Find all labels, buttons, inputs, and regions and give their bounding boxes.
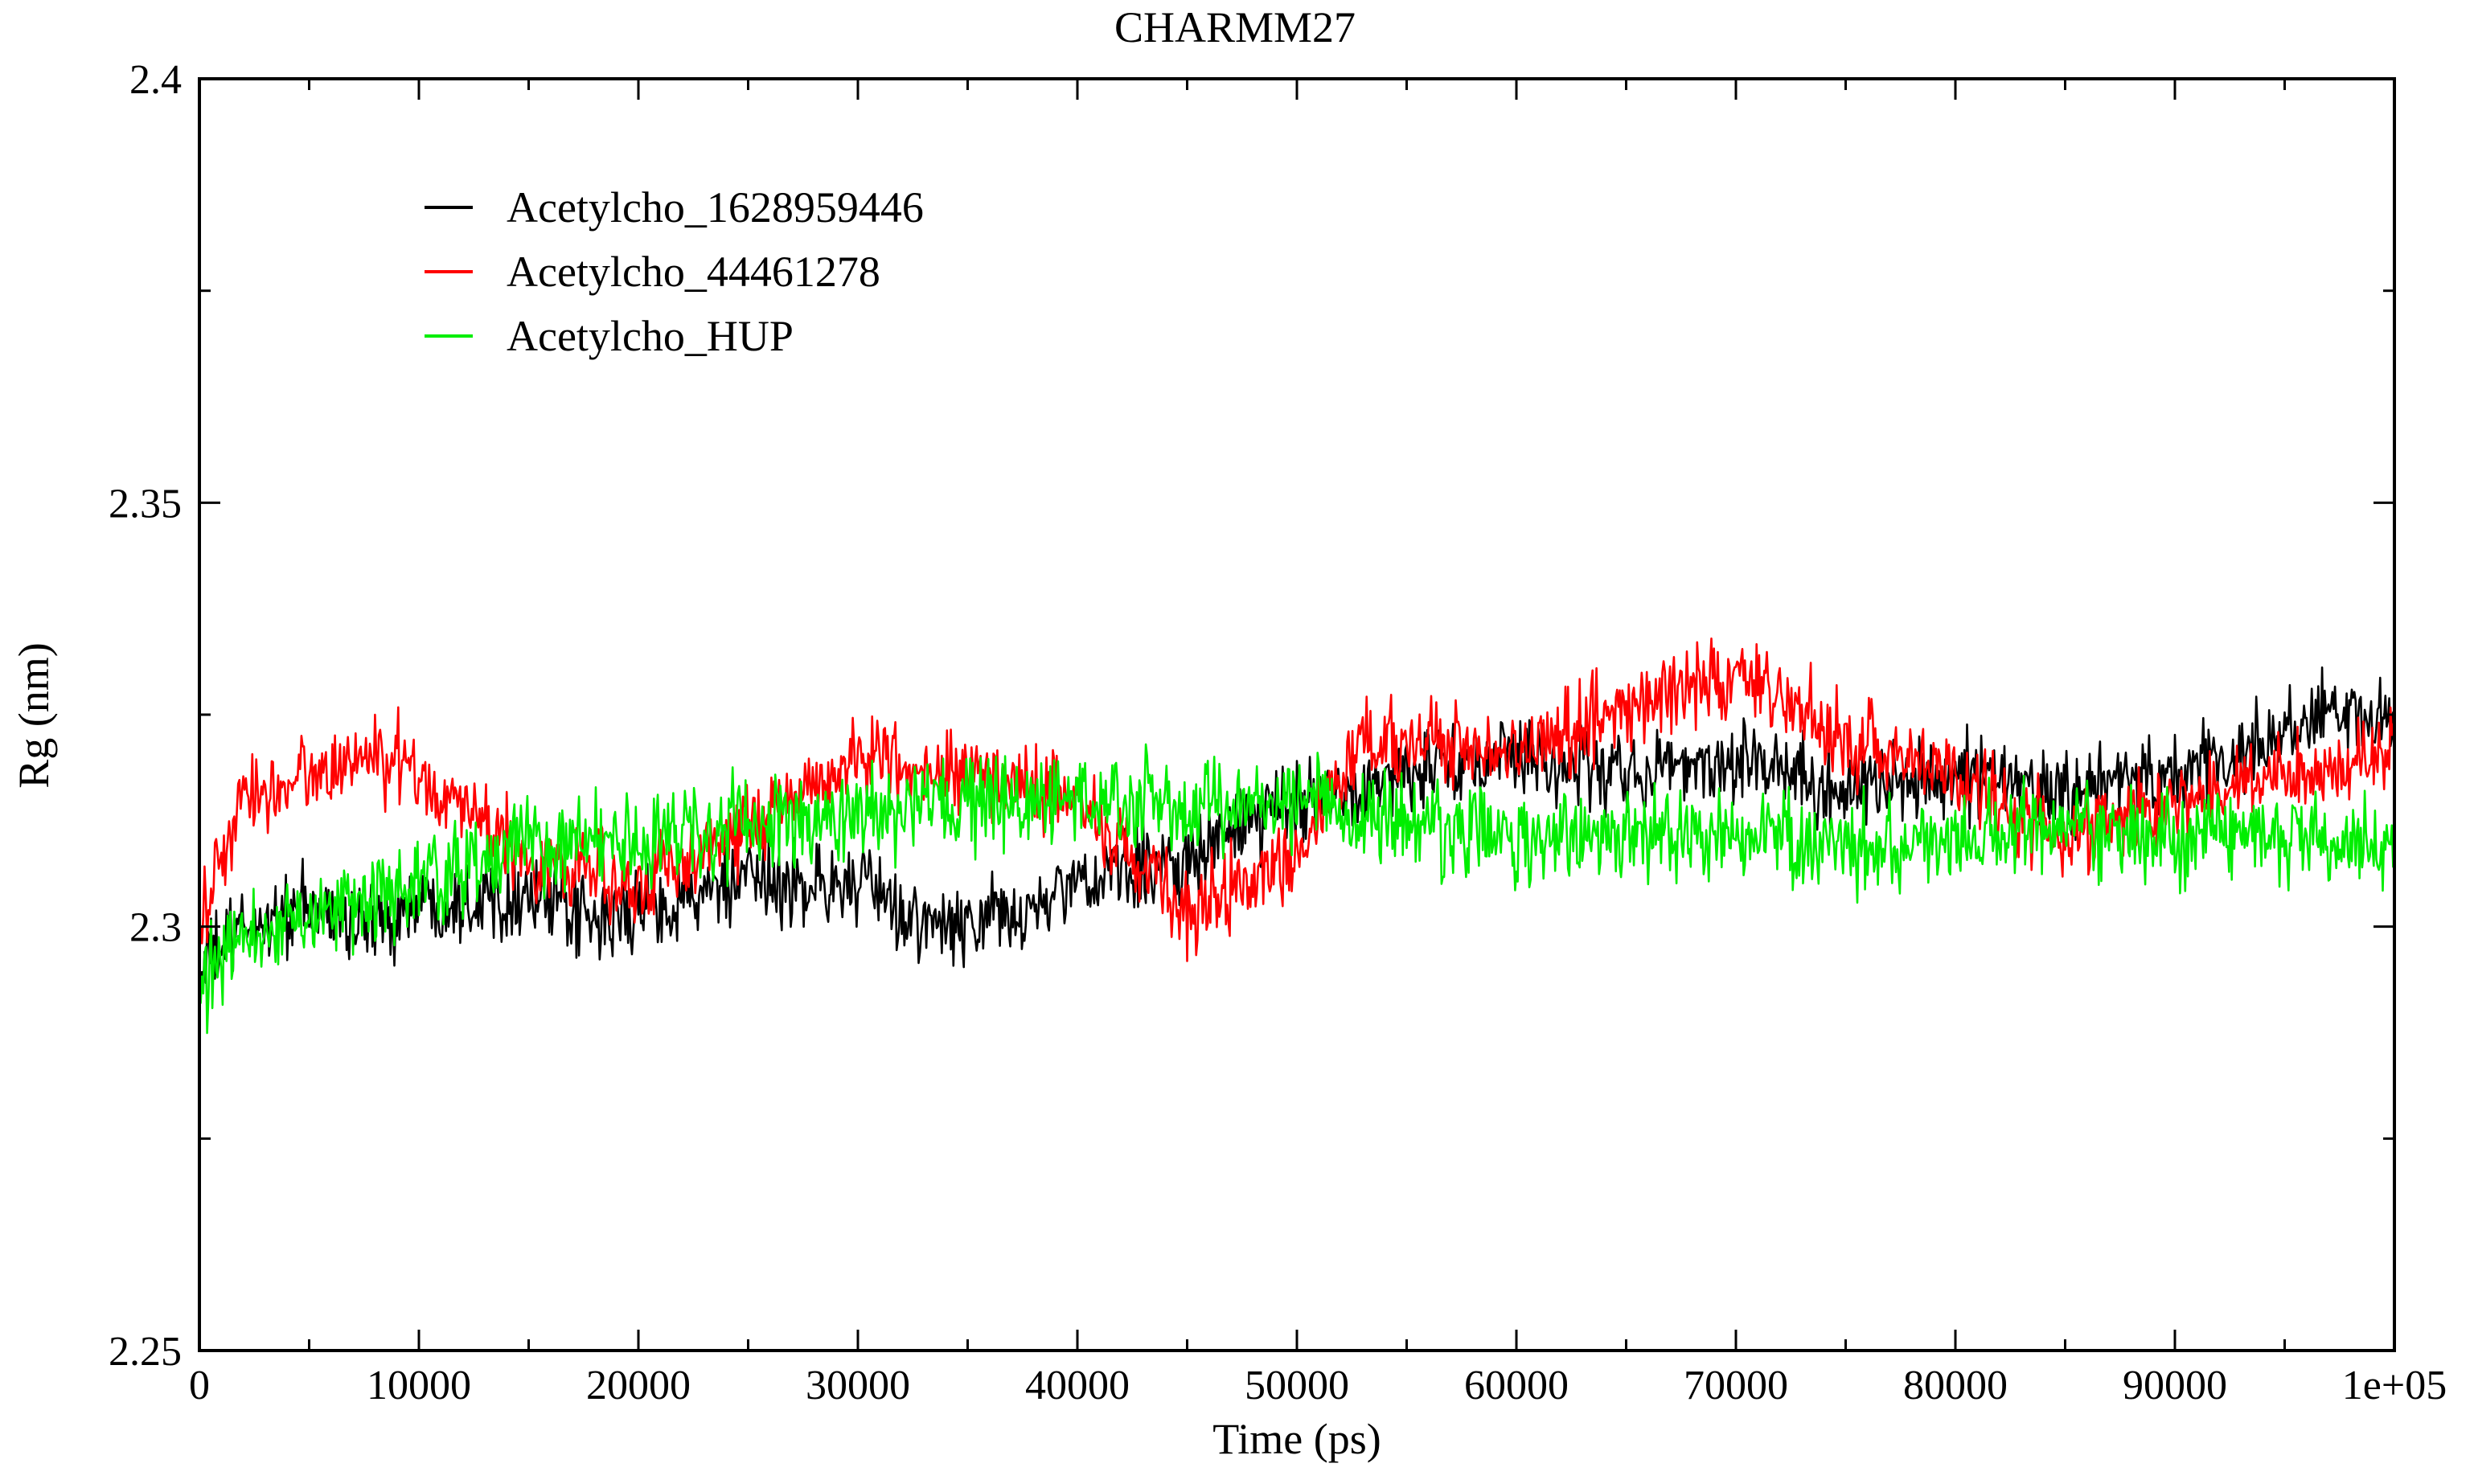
x-tick-label: 60000: [1464, 1363, 1569, 1408]
ticks-layer: [198, 77, 2396, 1352]
y-tick-label: 2.35: [109, 481, 182, 527]
series-line-1: [198, 666, 2396, 987]
legend-label: Acetylcho_1628959446: [507, 183, 924, 232]
series-line-3: [198, 743, 2396, 1035]
legend: Acetylcho_1628959446 Acetylcho_44461278 Ac…: [425, 183, 924, 360]
x-tick-label: 10000: [367, 1363, 471, 1408]
x-tick-label: 80000: [1903, 1363, 2008, 1408]
x-tick-label: 20000: [586, 1363, 691, 1408]
x-tick-label: 30000: [806, 1363, 910, 1408]
legend-label: Acetylcho_HUP: [507, 312, 794, 360]
y-tick-label: 2.25: [109, 1329, 182, 1375]
x-tick-label: 90000: [2123, 1363, 2227, 1408]
y-tick-label: 2.3: [129, 905, 182, 951]
series-layer: [198, 637, 2396, 1035]
x-tick-label: 40000: [1025, 1363, 1130, 1408]
y-axis-title: Rg (nm): [10, 642, 58, 789]
y-tick-labels: 2.25 2.3 2.35 2.4: [109, 57, 182, 1375]
x-tick-label: 1e+05: [2342, 1363, 2447, 1408]
x-tick-label: 0: [189, 1363, 210, 1408]
y-tick-label: 2.4: [129, 57, 182, 103]
chart-title: CHARMM27: [1114, 3, 1356, 51]
legend-label: Acetylcho_44461278: [507, 248, 880, 296]
x-tick-label: 70000: [1684, 1363, 1788, 1408]
x-tick-label: 50000: [1245, 1363, 1349, 1408]
x-tick-labels: 0 10000 20000 30000 40000 50000 60000 70000 8000…: [189, 1363, 2447, 1408]
x-axis-title: Time (ps): [1212, 1415, 1381, 1463]
